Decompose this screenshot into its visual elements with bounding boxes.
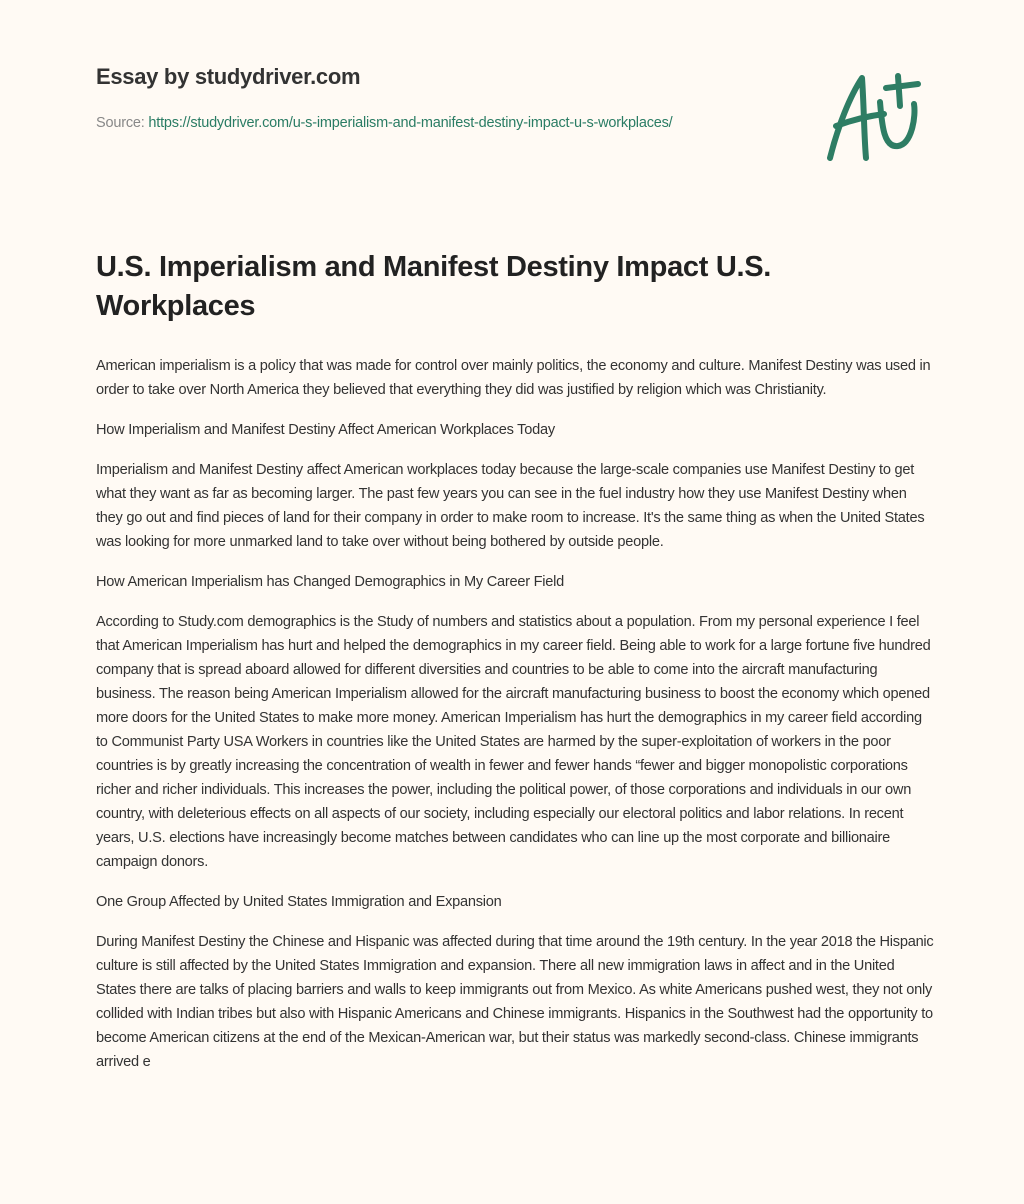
source-link[interactable]: https://studydriver.com/u-s-imperialism-… — [148, 115, 673, 131]
paragraph: During Manifest Destiny the Chinese and … — [96, 934, 934, 1070]
essay-title: U.S. Imperialism and Manifest Destiny Im… — [96, 251, 772, 322]
paragraph: American imperialism is a policy that wa… — [96, 358, 931, 398]
paragraph: Imperialism and Manifest Destiny affect … — [96, 462, 925, 550]
section-heading: One Group Affected by United States Immi… — [96, 894, 502, 910]
section-heading: How Imperialism and Manifest Destiny Aff… — [96, 422, 555, 438]
site-brand: Essay by studydriver.com — [96, 64, 361, 89]
a-plus-logo — [827, 73, 921, 161]
source-label: Source: — [96, 115, 149, 131]
essay-body: American imperialism is a policy that wa… — [96, 354, 936, 1090]
section-heading: How American Imperialism has Changed Dem… — [96, 574, 565, 590]
paragraph: According to Study.com demographics is t… — [96, 614, 931, 870]
source-line: Source: https://studydriver.com/u-s-impe… — [96, 111, 736, 135]
